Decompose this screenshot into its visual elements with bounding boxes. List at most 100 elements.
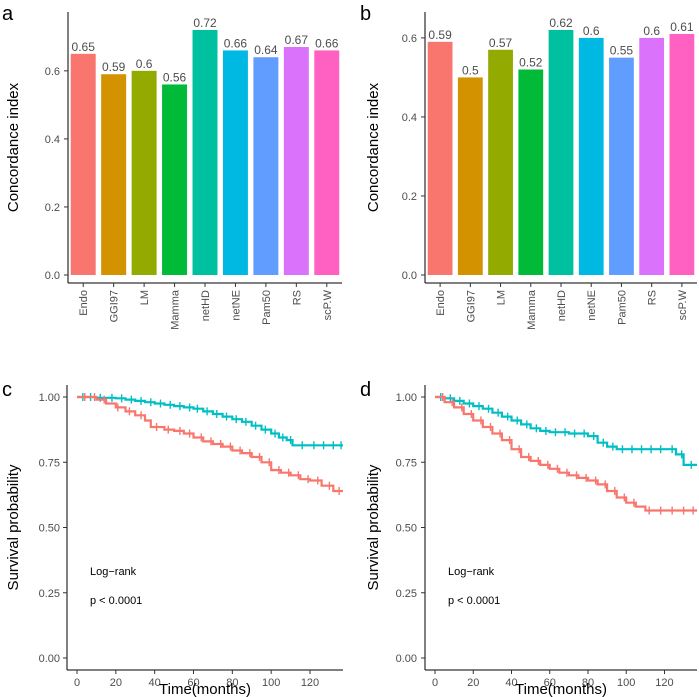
x-tick-label: 120 xyxy=(301,677,319,689)
x-tick-label: 100 xyxy=(617,677,635,689)
x-tick-label: RS xyxy=(647,290,659,305)
y-tick-label: 0.6 xyxy=(45,66,60,78)
panel-letter-a: a xyxy=(2,3,14,25)
bar-scp-w xyxy=(669,33,695,275)
survival-curve-low-risk xyxy=(435,395,697,466)
y-tick-label: 0.50 xyxy=(39,523,60,535)
y-tick-label: 0.2 xyxy=(45,202,60,214)
x-axis-title: Time(months) xyxy=(159,681,251,697)
x-axis-title: Time(months) xyxy=(515,681,607,697)
x-tick-label: netHD xyxy=(556,290,568,321)
panel-d-survival-chart: d 0.00 0.25 0.50 0.75 1.00 0 20 40 60 80 100 120 Surv… xyxy=(360,379,697,697)
x-tick-label: scP.W xyxy=(677,289,689,320)
x-tick-label: 0 xyxy=(74,677,80,689)
x-tick-label: 60 xyxy=(544,677,556,689)
x-tick-label: 0 xyxy=(432,677,438,689)
panel-c-survival-chart: c 0.00 0.25 0.50 0.75 1.00 0 20 40 60 80 100 120 Surv… xyxy=(2,379,343,697)
bar-nethd xyxy=(192,30,218,275)
x-tick-label: LM xyxy=(496,290,508,305)
y-axis-title: Survival probability xyxy=(365,464,382,590)
p-value-label: p < 0.0001 xyxy=(90,595,142,607)
y-tick-label: 1.00 xyxy=(396,392,417,404)
bar-value-label: 0.59 xyxy=(102,60,126,74)
y-axis-title: Concordance index xyxy=(5,82,22,212)
bar-value-label: 0.65 xyxy=(72,40,96,54)
bar-netne xyxy=(578,37,604,275)
x-tick-label: 40 xyxy=(149,677,161,689)
bar-value-label: 0.52 xyxy=(519,56,543,70)
bar-rs xyxy=(283,47,309,276)
bar-value-label: 0.66 xyxy=(315,36,339,50)
bar-value-label: 0.6 xyxy=(643,24,660,38)
bar-mamma xyxy=(518,69,544,275)
bar-value-label: 0.72 xyxy=(193,16,217,30)
panel-b-bar-chart: b 0.0 0.2 0.4 0.6 Concordance index 0.59 Endo 0.… xyxy=(360,3,697,330)
x-tick-label: Mamma xyxy=(526,289,538,330)
bar-value-label: 0.59 xyxy=(428,28,452,42)
y-tick-label: 0.00 xyxy=(396,653,417,665)
x-tick-label: Pam50 xyxy=(261,290,273,325)
bar-netne xyxy=(222,50,248,275)
bar-value-label: 0.62 xyxy=(549,16,573,30)
survival-curve-high-risk xyxy=(435,395,697,512)
x-tick-label: 20 xyxy=(467,677,479,689)
y-axis-title: Survival probability xyxy=(5,464,22,590)
bar-ggi97 xyxy=(101,74,127,275)
x-tick-label: 100 xyxy=(262,677,280,689)
log-rank-label: Log−rank xyxy=(90,566,137,578)
panel-a-bar-chart: a 0.0 0.2 0.4 0.6 Concordance index 0.65 Endo 0.… xyxy=(2,3,342,330)
bar-value-label: 0.5 xyxy=(462,63,479,77)
panel-letter-c: c xyxy=(2,379,12,401)
y-tick-label: 0.4 xyxy=(402,112,417,124)
bar-value-label: 0.56 xyxy=(163,70,187,84)
x-tick-label: 80 xyxy=(226,677,238,689)
bar-value-label: 0.6 xyxy=(136,57,153,71)
x-tick-label: netNE xyxy=(230,290,242,321)
bar-value-label: 0.61 xyxy=(670,20,694,34)
x-tick-label: Mamma xyxy=(170,289,182,330)
x-tick-label: netHD xyxy=(200,290,212,321)
bar-lm xyxy=(488,49,513,276)
y-tick-label: 0.00 xyxy=(39,653,60,665)
x-tick-label: scP.W xyxy=(322,289,334,320)
y-tick-label: 0.25 xyxy=(39,588,60,600)
x-tick-label: Endo xyxy=(435,290,447,316)
x-tick-label: Endo xyxy=(78,290,90,316)
x-tick-label: 20 xyxy=(110,677,122,689)
y-tick-label: 0.75 xyxy=(396,457,417,469)
y-tick-label: 0.50 xyxy=(396,523,417,535)
bar-ggi97 xyxy=(457,77,483,275)
bar-scp-w xyxy=(314,50,340,275)
x-tick-label: 80 xyxy=(582,677,594,689)
y-axis-title: Concordance index xyxy=(365,82,382,212)
bar-pam50 xyxy=(253,57,279,275)
bar-rs xyxy=(639,37,665,275)
y-tick-label: 0.4 xyxy=(45,134,60,146)
survival-curve-low-risk xyxy=(77,395,343,447)
x-tick-label: LM xyxy=(139,290,151,305)
bar-endo xyxy=(427,41,453,275)
y-tick-label: 1.00 xyxy=(39,392,60,404)
y-tick-label: 0.6 xyxy=(402,33,417,45)
x-tick-label: Pam50 xyxy=(616,290,628,325)
x-tick-label: netNE xyxy=(586,290,598,321)
bar-mamma xyxy=(162,84,188,275)
y-tick-label: 0.75 xyxy=(39,457,60,469)
survival-curve-high-risk xyxy=(77,395,343,493)
bar-nethd xyxy=(548,30,574,275)
x-tick-label: 40 xyxy=(505,677,517,689)
bar-value-label: 0.64 xyxy=(254,43,278,57)
y-tick-label: 0.2 xyxy=(402,191,417,203)
panel-letter-d: d xyxy=(360,379,371,401)
bar-value-label: 0.66 xyxy=(224,36,248,50)
x-tick-label: GGI97 xyxy=(465,290,477,322)
bar-value-label: 0.6 xyxy=(583,24,600,38)
bar-value-label: 0.57 xyxy=(489,36,513,50)
bar-lm xyxy=(131,70,157,275)
x-tick-label: 120 xyxy=(655,677,673,689)
x-tick-label: GGI97 xyxy=(109,290,121,322)
bar-value-label: 0.67 xyxy=(285,33,309,47)
panel-letter-b: b xyxy=(360,3,371,25)
bar-pam50 xyxy=(609,57,634,276)
